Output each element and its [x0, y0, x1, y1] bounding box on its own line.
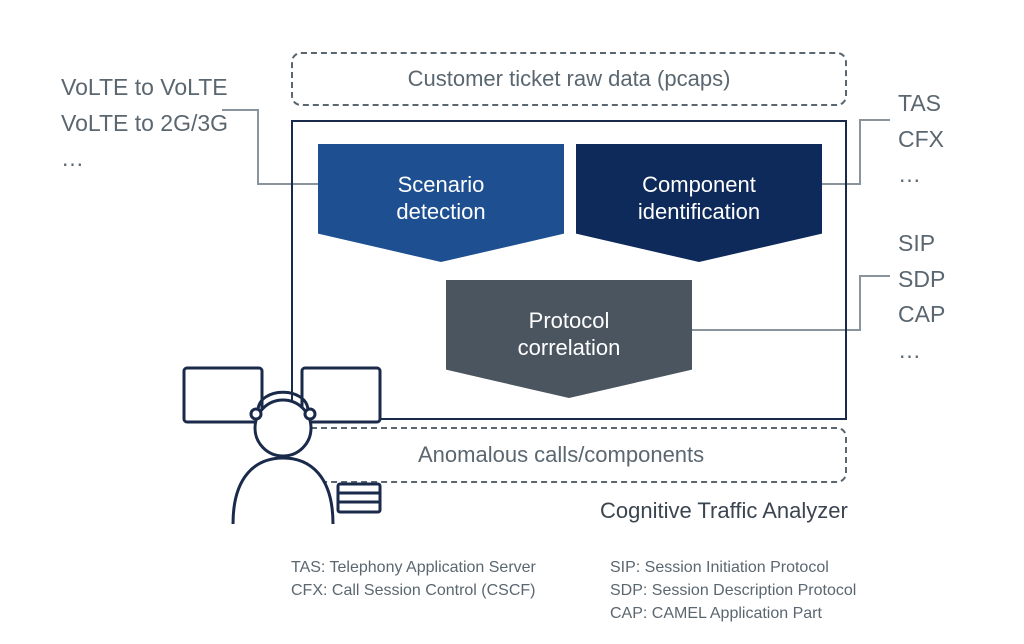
component-line1: Component [642, 171, 756, 199]
legend-left-2: CFX: Call Session Control (CSCF) [291, 579, 536, 602]
input-box: Customer ticket raw data (pcaps) [291, 52, 847, 106]
scenario-detection-block: Scenario detection [318, 144, 564, 262]
output-box-label: Anomalous calls/components [418, 442, 704, 468]
legend-right-2: SDP: Session Description Protocol [610, 579, 856, 602]
left-examples: VoLTE to VoLTE VoLTE to 2G/3G … [61, 70, 228, 177]
scenario-line2: detection [396, 198, 485, 226]
right-top-1: TAS [898, 86, 944, 122]
input-box-label: Customer ticket raw data (pcaps) [408, 66, 731, 92]
legend-left: TAS: Telephony Application Server CFX: C… [291, 556, 536, 602]
system-title: Cognitive Traffic Analyzer [600, 498, 848, 524]
protocol-line2: correlation [518, 334, 621, 362]
protocol-line1: Protocol [529, 307, 610, 335]
component-identification-block: Component identification [576, 144, 822, 262]
operator-icon [178, 356, 388, 526]
right-top-2: CFX [898, 122, 944, 158]
legend-right: SIP: Session Initiation Protocol SDP: Se… [610, 556, 856, 626]
legend-right-3: CAP: CAMEL Application Part [610, 602, 856, 625]
right-top-examples: TAS CFX … [898, 86, 944, 193]
left-example-2: VoLTE to 2G/3G [61, 106, 228, 142]
component-line2: identification [638, 198, 760, 226]
legend-left-1: TAS: Telephony Application Server [291, 556, 536, 579]
diagram-canvas: Customer ticket raw data (pcaps) Scenari… [0, 0, 1024, 644]
right-bottom-1: SIP [898, 226, 945, 262]
right-top-3: … [898, 157, 944, 193]
right-bottom-examples: SIP SDP CAP … [898, 226, 945, 369]
left-example-1: VoLTE to VoLTE [61, 70, 228, 106]
scenario-line1: Scenario [398, 171, 485, 199]
legend-right-1: SIP: Session Initiation Protocol [610, 556, 856, 579]
left-example-3: … [61, 141, 228, 177]
right-bottom-3: CAP [898, 297, 945, 333]
right-bottom-2: SDP [898, 262, 945, 298]
right-bottom-4: … [898, 333, 945, 369]
protocol-correlation-block: Protocol correlation [446, 280, 692, 398]
